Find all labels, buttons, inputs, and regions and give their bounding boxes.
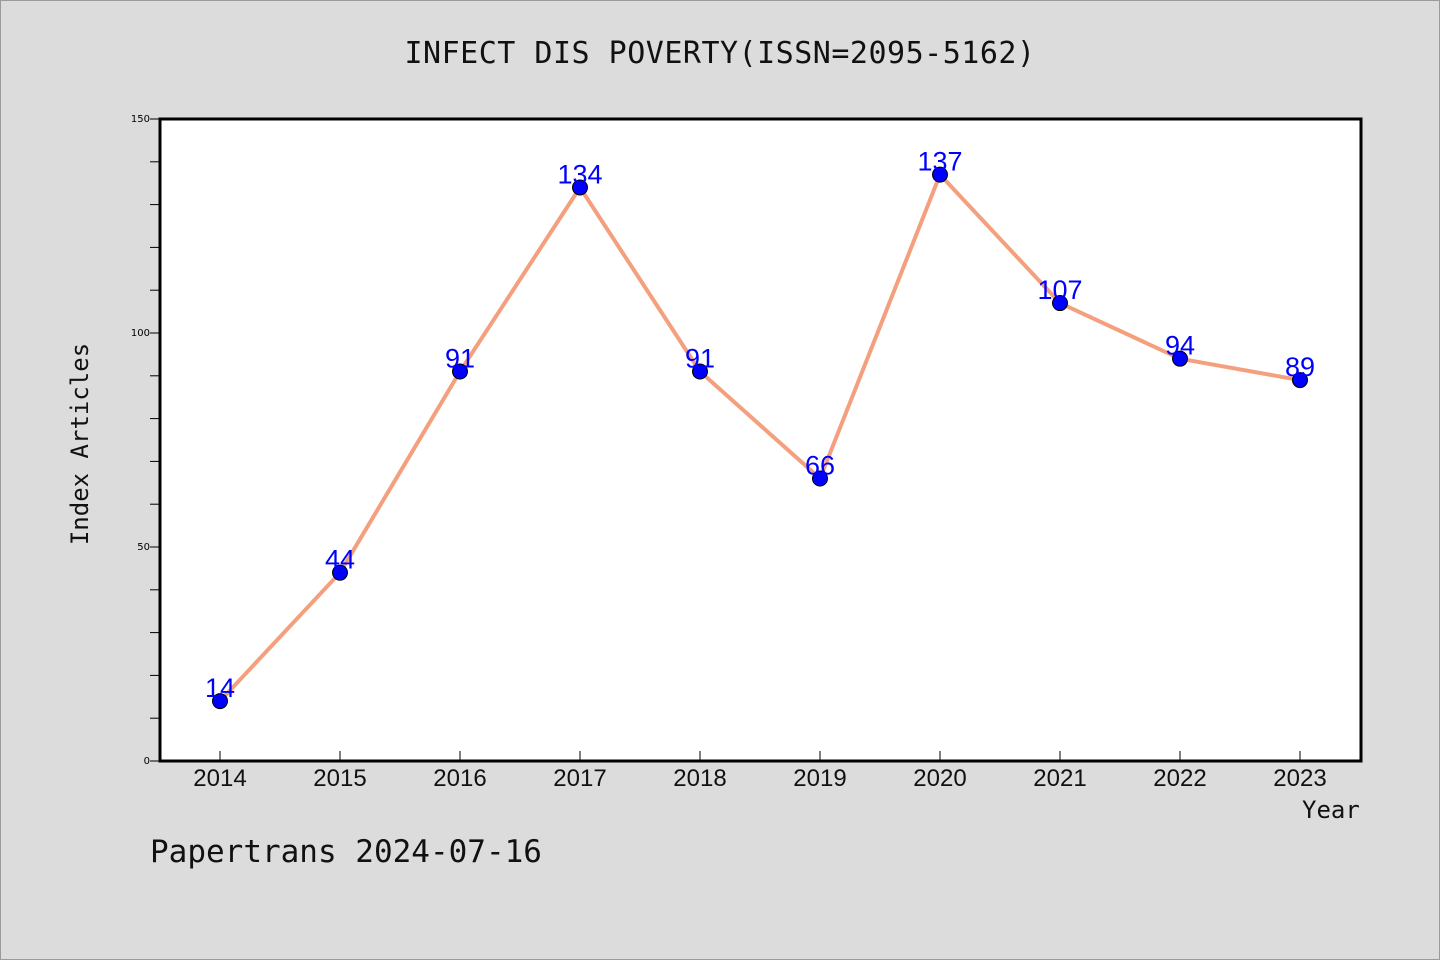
data-label: 14	[205, 673, 235, 703]
y-tick-label: 100	[131, 328, 150, 339]
x-tick-label: 2018	[673, 765, 726, 792]
x-tick-label: 2021	[1033, 765, 1086, 792]
data-label: 66	[805, 451, 835, 481]
data-label: 91	[445, 344, 475, 374]
data-label: 91	[685, 344, 715, 374]
data-label: 134	[557, 159, 602, 189]
chart-title: INFECT DIS POVERTY(ISSN=2095-5162)	[404, 36, 1036, 71]
x-tick-label: 2019	[793, 765, 846, 792]
data-point	[692, 363, 708, 380]
data-point	[932, 166, 948, 183]
data-label: 94	[1165, 331, 1195, 361]
data-label: 89	[1285, 352, 1315, 382]
y-tick-label: 150	[131, 114, 150, 125]
data-label: 107	[1037, 275, 1082, 305]
x-axis-label: Year	[1302, 796, 1360, 824]
data-point	[452, 363, 468, 380]
data-point	[572, 179, 588, 196]
x-tick-label: 2014	[193, 765, 246, 792]
x-tick-label: 2017	[553, 765, 606, 792]
plot-area	[158, 117, 1363, 763]
data-label: 137	[917, 147, 962, 177]
x-tick-label: 2022	[1153, 765, 1206, 792]
y-tick-label: 50	[137, 542, 150, 553]
data-point	[812, 470, 828, 487]
data-point	[1172, 350, 1188, 367]
x-tick-label: 2023	[1273, 765, 1326, 792]
x-tick-label: 2016	[433, 765, 486, 792]
y-tick-label: 0	[144, 756, 150, 767]
footer-credit: Papertrans 2024-07-16	[150, 834, 542, 870]
data-point	[332, 564, 348, 581]
data-point	[1052, 295, 1068, 312]
x-tick-label: 2015	[313, 765, 366, 792]
data-point	[1292, 372, 1308, 389]
series-line	[218, 172, 1302, 704]
data-label: 44	[325, 545, 355, 575]
data-point	[212, 693, 228, 710]
x-tick-label: 2020	[913, 765, 966, 792]
